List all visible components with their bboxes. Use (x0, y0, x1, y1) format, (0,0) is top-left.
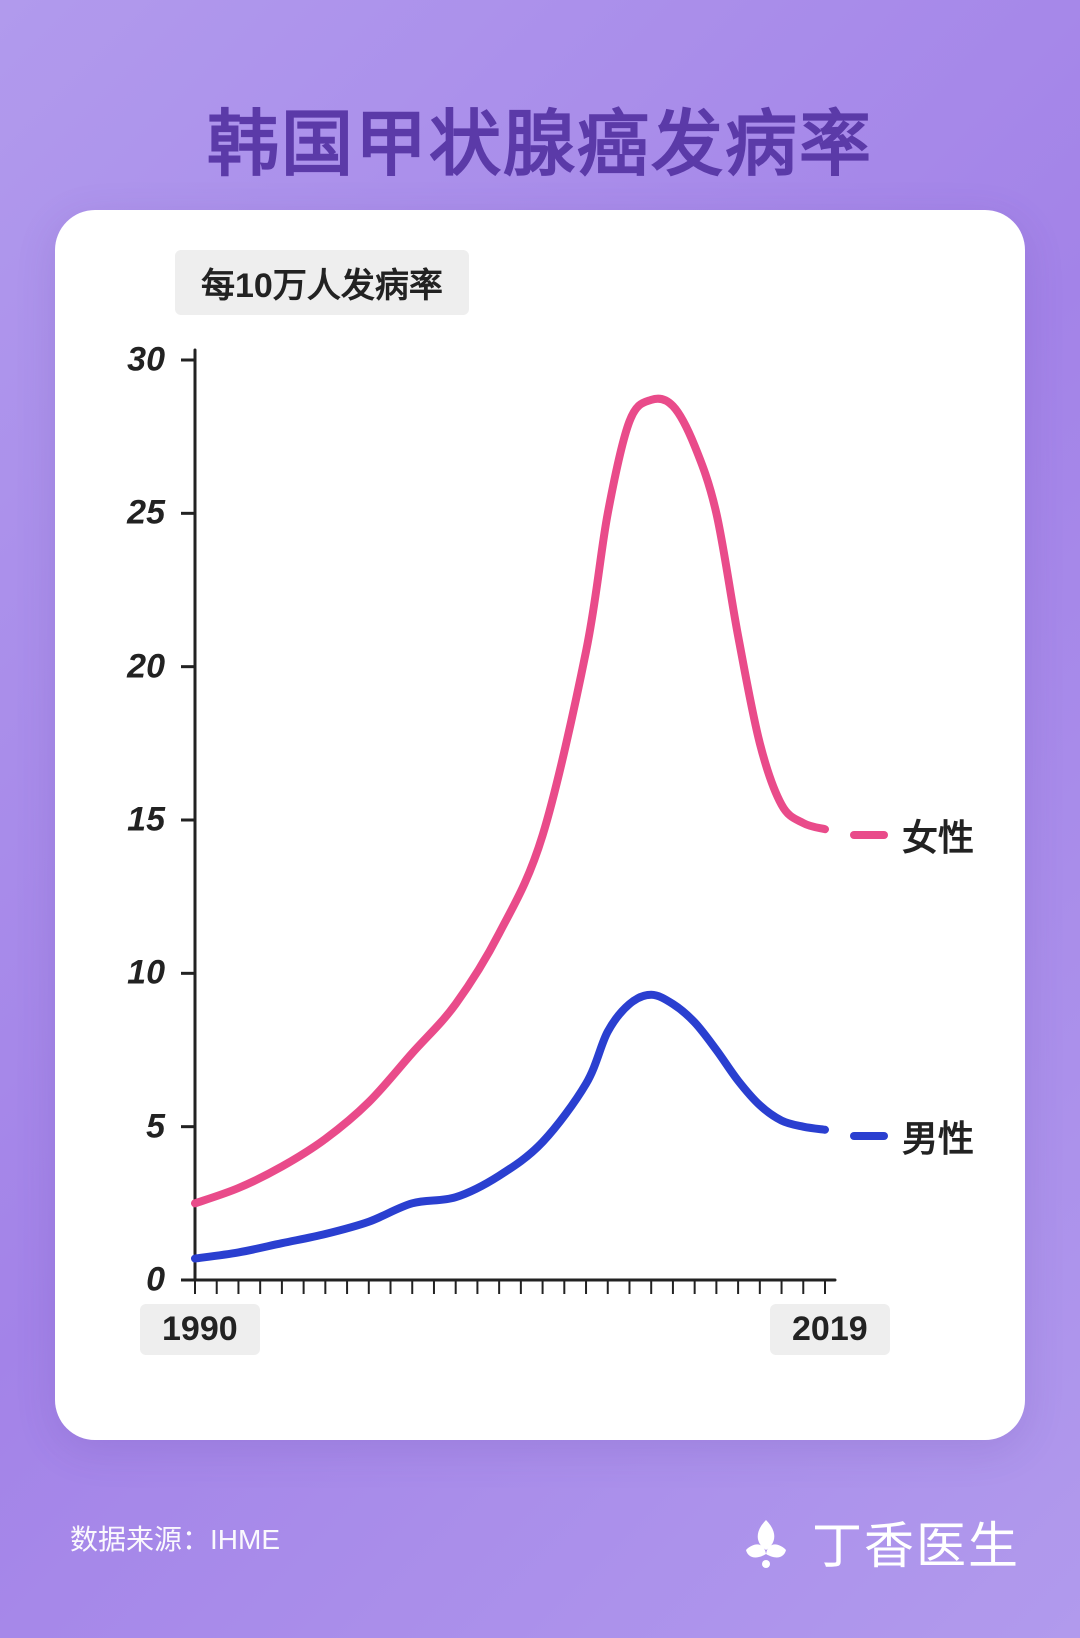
legend-label: 女性 (902, 809, 974, 861)
ytick-label: 25 (95, 494, 165, 533)
brand-name: 丁香医生 (812, 1506, 1020, 1578)
ytick-label: 5 (95, 1107, 165, 1146)
ytick-label: 15 (95, 801, 165, 840)
chart-card: 每10万人发病率 0 5 10 15 20 25 30 1990 2019 女性男性 (55, 210, 1025, 1440)
brand-icon (736, 1512, 796, 1572)
chart-area: 05101520253019902019女性男性 (105, 340, 975, 1380)
legend-swatch (850, 1132, 888, 1140)
y-axis-label: 每10万人发病率 (175, 250, 469, 315)
legend-label: 男性 (902, 1110, 974, 1162)
ytick-label: 0 (95, 1261, 165, 1300)
xtick-label: 2019 (770, 1304, 890, 1355)
legend-male: 男性 (850, 1110, 974, 1162)
xtick-label: 1990 (140, 1304, 260, 1355)
series-female (195, 399, 825, 1204)
legend-female: 女性 (850, 809, 974, 861)
series-male (195, 995, 825, 1259)
chart-title: 韩国甲状腺癌发病率 (0, 85, 1080, 190)
legend-swatch (850, 831, 888, 839)
chart-svg (105, 340, 975, 1380)
ytick-label: 10 (95, 954, 165, 993)
ytick-label: 20 (95, 647, 165, 686)
data-source: 数据来源：IHME (70, 1518, 280, 1558)
ytick-label: 30 (95, 341, 165, 380)
brand-logo: 丁香医生 (736, 1506, 1020, 1578)
